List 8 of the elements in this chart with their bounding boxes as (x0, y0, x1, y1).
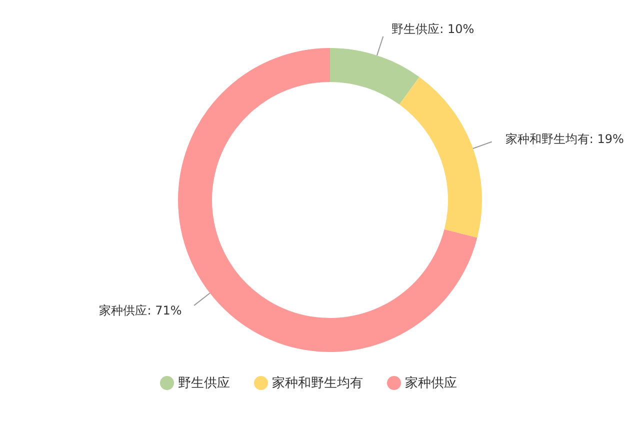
donut-slice (399, 77, 482, 238)
legend-label: 家种和野生均有 (272, 376, 363, 391)
donut-slice (330, 48, 420, 105)
legend-label: 野生供应 (178, 376, 230, 391)
data-label: 野生供应: 10% (392, 22, 474, 36)
data-label: 家种和野生均有: 19% (505, 132, 624, 146)
legend-label: 家种供应 (405, 376, 457, 391)
data-label: 家种供应: 71% (99, 303, 182, 318)
